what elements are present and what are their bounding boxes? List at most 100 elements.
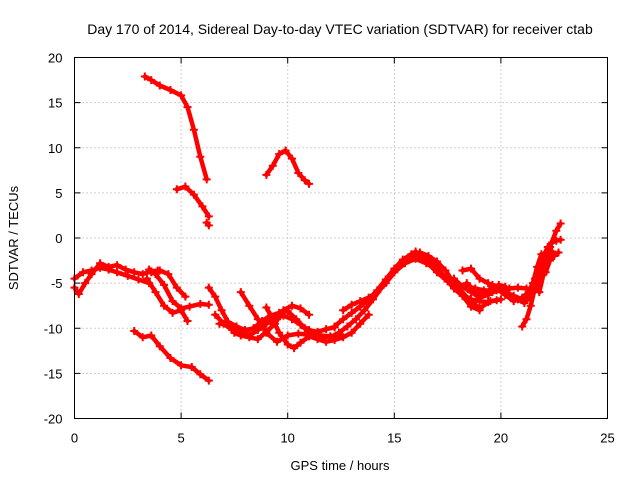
x-axis-label: GPS time / hours — [291, 458, 390, 473]
data-point — [443, 277, 452, 286]
axis-ticks: 0 5 10 15 20 25 -20 -15 -10 -5 0 5 10 15 20 — [44, 51, 615, 446]
data-point — [187, 363, 196, 372]
data-point — [347, 308, 356, 317]
data-point — [296, 338, 305, 347]
data-point — [204, 376, 213, 385]
data-point — [292, 315, 301, 324]
data-point — [526, 283, 535, 292]
data-point — [364, 293, 373, 302]
data-point — [305, 179, 314, 188]
data-point — [313, 335, 322, 344]
series-trace-27 — [522, 247, 557, 304]
data-point — [441, 266, 450, 275]
data-point — [373, 288, 382, 297]
data-point — [172, 283, 181, 292]
data-point — [330, 322, 339, 331]
data-point — [484, 279, 493, 288]
data-point — [232, 324, 241, 333]
data-point — [189, 125, 198, 134]
series-trace-5 — [130, 326, 213, 385]
data-point — [204, 283, 213, 292]
data-point — [432, 268, 441, 277]
y-tick-label: 0 — [55, 231, 62, 246]
data-point — [151, 288, 160, 297]
data-point — [168, 308, 177, 317]
data-point — [343, 322, 352, 331]
series-trace-1 — [140, 72, 211, 184]
data-point — [462, 279, 471, 288]
data-point — [166, 354, 175, 363]
data-point — [262, 303, 271, 312]
data-point — [300, 324, 309, 333]
x-tick-label: 0 — [71, 431, 78, 446]
data-point — [204, 212, 213, 221]
data-point — [121, 265, 130, 274]
data-point — [211, 292, 220, 301]
data-point — [130, 326, 139, 335]
data-point — [287, 301, 296, 310]
data-point — [398, 259, 407, 268]
data-point — [475, 289, 484, 298]
data-point — [322, 325, 331, 334]
data-point — [183, 317, 192, 326]
data-point — [262, 328, 271, 337]
data-series — [70, 72, 565, 385]
data-point — [287, 154, 296, 163]
data-point — [164, 270, 173, 279]
data-point — [79, 268, 88, 277]
data-point — [556, 219, 565, 228]
data-point — [87, 266, 96, 275]
data-point — [356, 297, 365, 306]
data-point — [492, 296, 501, 305]
data-point — [458, 266, 467, 275]
data-point — [275, 150, 284, 159]
data-point — [198, 202, 207, 211]
data-point — [147, 76, 156, 85]
data-point — [339, 333, 348, 342]
data-point — [185, 302, 194, 311]
data-point — [326, 333, 335, 342]
data-point — [484, 298, 493, 307]
data-point — [422, 257, 431, 266]
data-point — [138, 270, 147, 279]
series-trace-9 — [142, 274, 192, 326]
data-point — [253, 315, 262, 324]
data-point — [522, 315, 531, 324]
data-point — [339, 315, 348, 324]
data-point — [488, 280, 497, 289]
data-point — [300, 176, 309, 185]
data-point — [334, 328, 343, 337]
data-point — [155, 81, 164, 90]
data-point — [177, 306, 186, 315]
data-point — [123, 271, 132, 280]
data-point — [245, 333, 254, 342]
data-point — [458, 282, 467, 291]
data-point — [467, 302, 476, 311]
data-point — [407, 253, 416, 262]
data-point — [142, 274, 151, 283]
data-point — [215, 319, 224, 328]
data-point — [81, 279, 90, 288]
data-point — [202, 175, 211, 184]
data-point — [513, 295, 522, 304]
data-point — [196, 370, 205, 379]
data-point — [74, 289, 83, 298]
series-trace — [144, 276, 190, 324]
x-tick-label: 15 — [387, 431, 401, 446]
data-point — [166, 85, 175, 94]
data-point — [411, 247, 420, 256]
data-point — [249, 324, 258, 333]
data-point — [283, 331, 292, 340]
data-point — [236, 288, 245, 297]
series-trace-10 — [147, 266, 190, 301]
data-point — [296, 304, 305, 313]
data-point — [535, 288, 544, 297]
data-point — [347, 328, 356, 337]
data-point — [160, 301, 169, 310]
series-trace — [264, 148, 312, 187]
data-point — [236, 331, 245, 340]
series-trace — [232, 303, 312, 342]
data-point — [204, 300, 213, 309]
data-point — [294, 169, 303, 178]
